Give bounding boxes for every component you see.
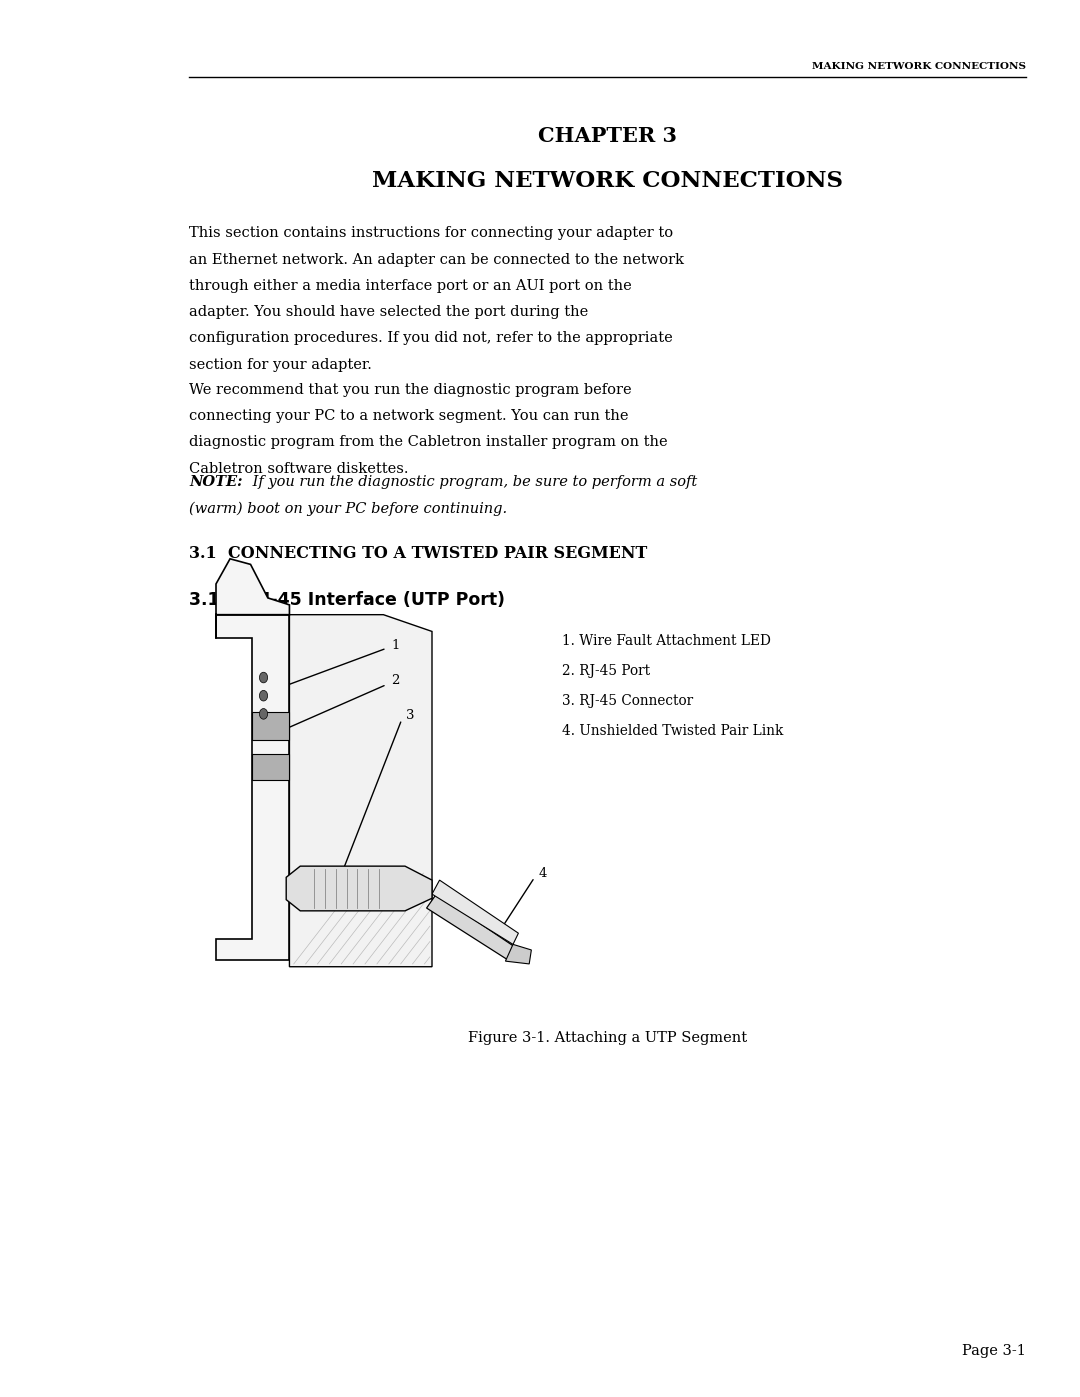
Text: We recommend that you run the diagnostic program before: We recommend that you run the diagnostic… xyxy=(189,383,632,397)
Polygon shape xyxy=(216,559,289,638)
Text: configuration procedures. If you did not, refer to the appropriate: configuration procedures. If you did not… xyxy=(189,331,673,345)
Text: 3. RJ-45 Connector: 3. RJ-45 Connector xyxy=(562,694,692,708)
Text: Page 3-1: Page 3-1 xyxy=(962,1344,1026,1358)
Polygon shape xyxy=(286,866,432,911)
Text: 4: 4 xyxy=(539,866,548,880)
Text: NOTE:: NOTE: xyxy=(189,475,243,489)
Text: This section contains instructions for connecting your adapter to: This section contains instructions for c… xyxy=(189,226,673,240)
Text: 2: 2 xyxy=(391,673,400,687)
Text: 4. Unshielded Twisted Pair Link: 4. Unshielded Twisted Pair Link xyxy=(562,724,783,739)
Polygon shape xyxy=(252,712,289,740)
Circle shape xyxy=(259,672,268,683)
Text: through either a media interface port or an AUI port on the: through either a media interface port or… xyxy=(189,279,632,293)
Circle shape xyxy=(259,690,268,701)
Text: an Ethernet network. An adapter can be connected to the network: an Ethernet network. An adapter can be c… xyxy=(189,253,684,267)
Text: section for your adapter.: section for your adapter. xyxy=(189,358,372,372)
Text: 2. RJ-45 Port: 2. RJ-45 Port xyxy=(562,664,650,679)
Text: connecting your PC to a network segment. You can run the: connecting your PC to a network segment.… xyxy=(189,409,629,423)
Text: 1. Wire Fault Attachment LED: 1. Wire Fault Attachment LED xyxy=(562,634,770,648)
Circle shape xyxy=(259,708,268,719)
Text: MAKING NETWORK CONNECTIONS: MAKING NETWORK CONNECTIONS xyxy=(372,170,843,193)
Polygon shape xyxy=(289,615,432,967)
Polygon shape xyxy=(432,880,518,944)
Text: Cabletron software diskettes.: Cabletron software diskettes. xyxy=(189,461,408,475)
Polygon shape xyxy=(427,894,515,960)
Text: 3: 3 xyxy=(406,708,415,722)
Text: CHAPTER 3: CHAPTER 3 xyxy=(538,126,677,145)
Text: diagnostic program from the Cabletron installer program on the: diagnostic program from the Cabletron in… xyxy=(189,436,667,450)
Text: 3.1.1  RJ-45 Interface (UTP Port): 3.1.1 RJ-45 Interface (UTP Port) xyxy=(189,591,505,609)
Text: If you run the diagnostic program, be sure to perform a soft: If you run the diagnostic program, be su… xyxy=(248,475,698,489)
Polygon shape xyxy=(216,615,289,960)
Text: Figure 3-1. Attaching a UTP Segment: Figure 3-1. Attaching a UTP Segment xyxy=(468,1031,747,1045)
Text: adapter. You should have selected the port during the: adapter. You should have selected the po… xyxy=(189,305,589,319)
Text: 3.1  CONNECTING TO A TWISTED PAIR SEGMENT: 3.1 CONNECTING TO A TWISTED PAIR SEGMENT xyxy=(189,545,647,562)
Polygon shape xyxy=(252,754,289,780)
Text: 1: 1 xyxy=(391,638,400,652)
Text: (warm) boot on your PC before continuing.: (warm) boot on your PC before continuing… xyxy=(189,502,508,515)
Text: MAKING NETWORK CONNECTIONS: MAKING NETWORK CONNECTIONS xyxy=(812,63,1026,71)
Polygon shape xyxy=(505,944,531,964)
